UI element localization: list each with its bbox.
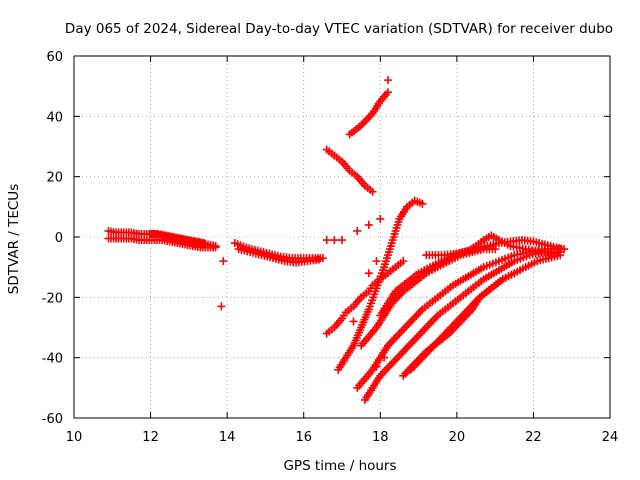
series-track-g <box>322 145 377 196</box>
series-track-b <box>104 234 220 252</box>
data-point <box>211 243 220 252</box>
series-track-n <box>406 269 519 374</box>
y-axis-label: SDTVAR / TECUs <box>6 184 22 294</box>
x-tick-label: 12 <box>142 430 159 445</box>
series-track-l <box>376 236 569 320</box>
data-point <box>556 251 565 260</box>
y-tick-label: 60 <box>46 50 63 65</box>
series-track-h <box>334 196 427 374</box>
data-point <box>349 317 358 326</box>
axis-ticks <box>73 55 611 419</box>
y-tick-label: 0 <box>55 231 63 246</box>
y-tick-label: 20 <box>46 171 63 186</box>
series-track-e <box>234 245 324 267</box>
data-point <box>418 199 427 208</box>
series-scatter <box>217 76 392 371</box>
data-point <box>315 255 324 264</box>
data-point <box>491 245 500 254</box>
data-point <box>219 257 228 266</box>
data-point <box>383 88 392 97</box>
x-tick-label: 22 <box>525 430 542 445</box>
data-point <box>376 214 385 223</box>
y-tick-label: 40 <box>46 110 63 125</box>
x-tick-label: 18 <box>372 430 389 445</box>
data-point <box>364 220 373 229</box>
data-point <box>330 236 339 245</box>
data-point <box>200 239 209 248</box>
data-point <box>399 257 408 266</box>
y-tick-label: -60 <box>42 412 63 427</box>
data-point <box>338 236 346 245</box>
y-tick-label: -20 <box>42 291 63 306</box>
x-axis-label: GPS time / hours <box>283 458 396 474</box>
x-tick-label: 20 <box>449 430 466 445</box>
data-point <box>364 269 373 278</box>
series-track-p <box>422 231 561 260</box>
data-point <box>318 254 327 263</box>
x-tick-label: 10 <box>66 430 83 445</box>
series-track-c <box>146 229 209 248</box>
data-point <box>322 236 331 245</box>
data-point <box>552 249 561 258</box>
data-point <box>372 362 381 371</box>
data-point <box>510 269 519 278</box>
data-point <box>380 353 389 362</box>
series-track-o <box>345 88 392 139</box>
x-tick-label: 16 <box>295 430 312 445</box>
x-tick-label: 24 <box>602 430 619 445</box>
data-point <box>217 302 226 311</box>
data-point <box>560 245 569 254</box>
data-point <box>368 187 377 196</box>
x-tick-label: 14 <box>219 430 236 445</box>
data-point <box>383 76 392 85</box>
data-point <box>372 257 381 266</box>
data-point <box>353 226 362 235</box>
data-points <box>104 76 569 404</box>
y-tick-labels: -60 -40 -20 0 20 40 60 <box>42 50 63 427</box>
y-tick-label: -40 <box>42 352 63 367</box>
chart-title: Day 065 of 2024, Sidereal Day-to-day VTE… <box>65 21 613 37</box>
x-tick-labels: 10 12 14 16 18 20 22 24 <box>66 430 619 445</box>
